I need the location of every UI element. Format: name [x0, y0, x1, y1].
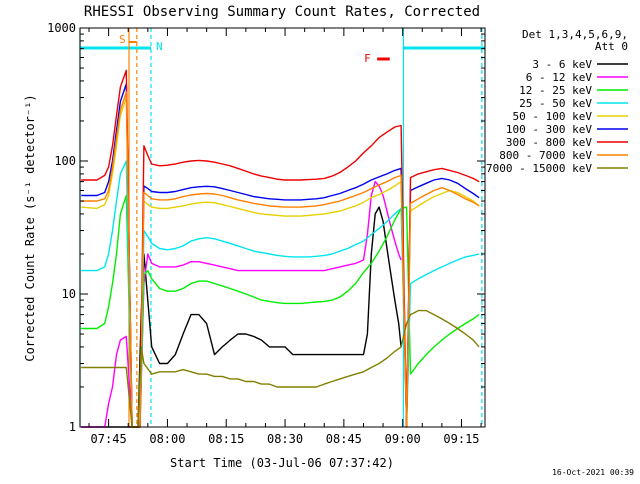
footer-timestamp: 16-Oct-2021 00:39 [552, 468, 634, 477]
legend-label-5: 100 - 300 keV [506, 123, 592, 136]
x-tick-label-6: 09:15 [443, 432, 479, 446]
y-tick-label-1: 10 [62, 287, 76, 301]
legend-label-1: 6 - 12 keV [526, 71, 593, 84]
y-tick-label-3: 1000 [47, 21, 76, 35]
legend-label-7: 800 - 7000 keV [499, 149, 592, 162]
legend-label-0: 3 - 6 keV [532, 58, 592, 71]
legend-header-line-2: Att 0 [595, 40, 628, 53]
x-tick-label-2: 08:15 [208, 432, 244, 446]
y-tick-label-2: 100 [54, 154, 76, 168]
x-tick-label-3: 08:30 [267, 432, 303, 446]
legend-header-line-1: Det 1,3,4,5,6,9, [522, 28, 628, 41]
y-axis-label: Corrected Count Rate (s⁻¹ detector⁻¹) [23, 94, 37, 361]
legend-label-2: 12 - 25 keV [519, 84, 592, 97]
x-tick-label-1: 08:00 [149, 432, 185, 446]
x-axis-label: Start Time (03-Jul-06 07:37:42) [170, 456, 394, 470]
chart-title: RHESSI Observing Summary Count Rates, Co… [84, 4, 480, 20]
series-line-8 [81, 309, 480, 428]
x-tick-label-0: 07:45 [91, 432, 127, 446]
legend-label-4: 50 - 100 keV [513, 110, 593, 123]
plot-frame [79, 27, 486, 428]
legend-label-8: 7000 - 15000 keV [486, 162, 592, 175]
legend-label-3: 25 - 50 keV [519, 97, 592, 110]
flare-label: F [364, 52, 371, 65]
legend-label-6: 300 - 800 keV [506, 136, 592, 149]
x-tick-label-5: 09:00 [385, 432, 421, 446]
series-line-0 [81, 206, 402, 428]
saa-label: S [119, 33, 126, 46]
axes-layer: 07:45 08:00 08:15 08:30 08:45 09:00 09:15 1 10 10… [47, 21, 485, 446]
x-tick-label-4: 08:45 [326, 432, 362, 446]
night-label: N [156, 40, 163, 53]
y-tick-label-0: 1 [69, 420, 76, 434]
